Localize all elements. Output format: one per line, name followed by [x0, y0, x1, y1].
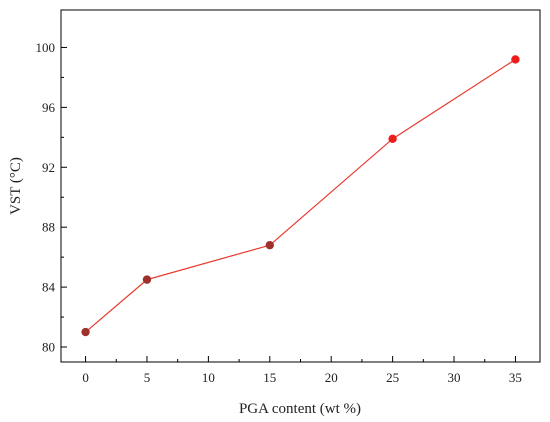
x-tick-label: 25	[386, 370, 399, 385]
data-point	[388, 134, 397, 144]
data-point	[511, 55, 520, 64]
plot-frame	[60, 9, 541, 363]
y-tick-label: 92	[42, 160, 55, 175]
y-tick-label: 80	[42, 340, 55, 355]
x-tick-label: 20	[325, 370, 338, 385]
y-tick-labels: 80 84 88 92 96 100	[36, 40, 56, 355]
x-tick-label: 10	[202, 370, 215, 385]
series-line-segment	[269, 138, 394, 246]
y-tick-label: 100	[36, 40, 56, 55]
series-line-segment	[85, 279, 148, 333]
series-line-segment	[146, 244, 270, 281]
data-point	[81, 327, 90, 337]
data-point	[265, 240, 274, 250]
y-axis-title: VST (°C)	[8, 157, 24, 215]
axis-ticks	[61, 46, 516, 362]
x-axis-title: PGA content (wt %)	[239, 401, 361, 417]
y-tick-label: 88	[42, 220, 55, 235]
series-lines	[85, 58, 516, 333]
y-tick-label: 84	[42, 280, 56, 295]
data-point	[142, 275, 152, 284]
y-tick-label: 96	[42, 100, 56, 115]
series-line-segment	[392, 58, 516, 140]
x-tick-label: 15	[263, 370, 276, 385]
x-tick-label: 30	[448, 370, 461, 385]
x-tick-label: 35	[509, 370, 522, 385]
series-points	[81, 55, 520, 337]
x-tick-label: 0	[82, 370, 89, 385]
x-tick-labels: 0 5 10 15 20 25 30 35	[82, 370, 522, 385]
x-tick-label: 5	[144, 370, 151, 385]
